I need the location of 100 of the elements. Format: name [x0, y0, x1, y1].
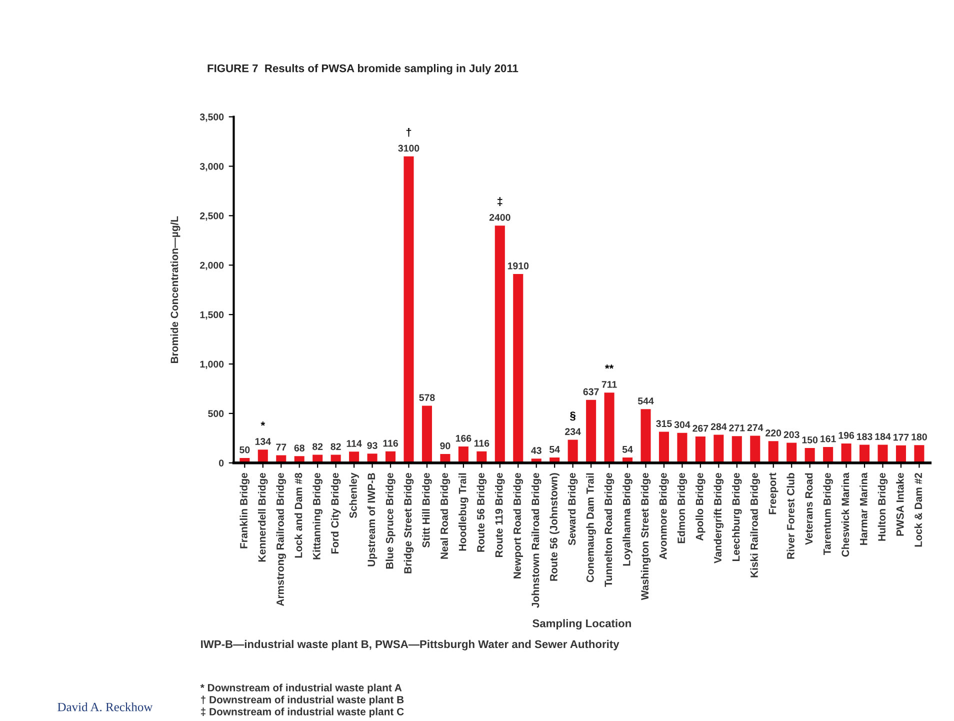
- data-label: 234: [565, 428, 581, 436]
- y-tick-label: 500: [208, 410, 224, 418]
- bar: [568, 440, 578, 463]
- x-tick-label: Upstream of IWP-B: [367, 473, 378, 566]
- x-tick-label: PWSA Intake: [896, 472, 904, 536]
- data-label: 203: [784, 431, 800, 438]
- data-label: 271: [729, 424, 745, 432]
- data-label: 90: [440, 442, 450, 450]
- data-label: 43: [531, 447, 542, 454]
- x-tick-label: Veterans Road: [804, 473, 813, 545]
- data-label: 1910: [508, 262, 529, 270]
- x-tick-label: Loyalhanna Bridge: [622, 472, 632, 566]
- x-tick-label: Cheswick Marina: [841, 472, 850, 557]
- bar: [732, 436, 742, 463]
- x-tick-label: Kiski Railroad Bridge: [750, 472, 760, 578]
- bar: [513, 274, 524, 463]
- bar: [404, 156, 414, 463]
- bar: [586, 400, 596, 463]
- data-label: 315: [656, 420, 672, 428]
- y-tick-label: 2,000: [200, 262, 224, 270]
- bar: [804, 448, 815, 463]
- bar: [768, 441, 778, 463]
- data-label: 183: [857, 433, 872, 440]
- bar: [714, 434, 724, 463]
- x-tick-label: Route 56 (Johnstown): [550, 473, 560, 581]
- x-tick-label: Blue Spruce Bridge: [386, 472, 396, 569]
- x-tick-label: Conemaugh Dam Trail: [586, 473, 596, 582]
- x-tick-label: Schenley: [349, 472, 359, 518]
- bar: [494, 226, 505, 463]
- x-tick-label: Washington Street Bridge: [640, 472, 651, 600]
- bar: [786, 442, 797, 463]
- text: * Downstream of industrial waste plant A † Downstream of industrial waste plant B ‡ Downstream of industrial waste plant C: [200, 684, 404, 718]
- bar: [823, 446, 834, 463]
- bar: [422, 406, 432, 463]
- data-label: 82: [312, 443, 323, 450]
- data-label: 114: [346, 440, 362, 447]
- text: David A. Reckhow: [58, 702, 153, 712]
- x-tick-label: Bridge Street Bridge: [404, 472, 414, 574]
- bar: [640, 409, 651, 463]
- bar: [914, 445, 924, 463]
- data-label: 93: [367, 442, 378, 449]
- data-label: 2400: [489, 214, 510, 221]
- data-label: 116: [474, 440, 490, 447]
- bar: [860, 444, 870, 463]
- bar: [878, 444, 888, 463]
- data-label: 161: [820, 435, 836, 442]
- x-tick-label: Johnstown Railroad Bridge: [531, 472, 542, 608]
- x-tick-label: Avonmore Bridge: [659, 472, 669, 560]
- data-label: 77: [276, 444, 286, 450]
- x-tick-label: Armstrong Railroad Bridge: [276, 472, 286, 606]
- data-label: 304: [674, 421, 690, 428]
- x-tick-label: Lock and Dam #8: [294, 472, 302, 558]
- data-label: 68: [294, 444, 304, 452]
- data-label: 637: [583, 388, 599, 396]
- text: IWP-B—industrial waste plant B, PWSA—Pittsburgh Water and Sewer Authority: [201, 640, 620, 650]
- bar: [604, 392, 614, 463]
- x-tick-label: Newport Road Bridge: [513, 472, 524, 578]
- data-label: 150: [802, 436, 818, 444]
- x-tick-label: Edmon Bridge: [677, 472, 688, 544]
- x-tick-label: River Forest Club: [786, 473, 794, 559]
- annotation: **: [604, 364, 614, 369]
- x-tick-label: Kittanning Bridge: [312, 472, 322, 560]
- x-tick-label: Route 119 Bridge: [495, 472, 505, 557]
- data-label: 220: [766, 430, 782, 436]
- y-tick-label: 3,000: [200, 162, 224, 172]
- x-tick-label: Lock & Dam #2: [914, 473, 922, 547]
- data-label: 284: [710, 423, 727, 430]
- x-axis-title: Sampling Location: [532, 619, 631, 630]
- data-label: 166: [456, 434, 472, 442]
- y-tick-label: 1,500: [200, 311, 224, 320]
- data-label: 177: [893, 434, 909, 441]
- x-tick-label: Harmar Marina: [860, 472, 868, 545]
- bar: [750, 436, 760, 463]
- x-tick-label: Neal Road Bridge: [440, 472, 450, 559]
- data-label: 50: [240, 446, 250, 454]
- bar: [458, 446, 468, 463]
- y-tick-label: 0: [218, 460, 224, 466]
- annotation: ‡: [498, 197, 502, 206]
- data-label: 267: [692, 424, 708, 432]
- chart-title: FIGURE 7 Results of PWSA bromide sampling in July 2011: [208, 64, 518, 74]
- data-label: 134: [255, 438, 271, 445]
- data-label: 54: [549, 446, 560, 453]
- y-axis-title: Bromide Concentration—µg/L: [170, 216, 180, 364]
- annotation: †: [406, 128, 412, 137]
- data-label: 54: [622, 446, 633, 453]
- bar: [658, 432, 669, 463]
- bar: [841, 444, 852, 463]
- data-label: 184: [875, 433, 891, 440]
- data-label: 180: [912, 434, 927, 440]
- x-tick-label: Hulton Bridge: [878, 472, 888, 541]
- data-label: 3100: [398, 144, 420, 152]
- data-label: 274: [747, 424, 764, 431]
- bar: [896, 445, 906, 463]
- x-tick-label: Kennerdell Bridge: [258, 472, 268, 562]
- data-label: 544: [638, 398, 654, 404]
- x-tick-label: Freeport: [768, 472, 778, 514]
- bar: [258, 450, 268, 463]
- y-tick-label: 2,500: [200, 212, 224, 221]
- x-tick-label: Leechburg Bridge: [732, 472, 742, 562]
- y-tick-label: 1,000: [200, 360, 224, 370]
